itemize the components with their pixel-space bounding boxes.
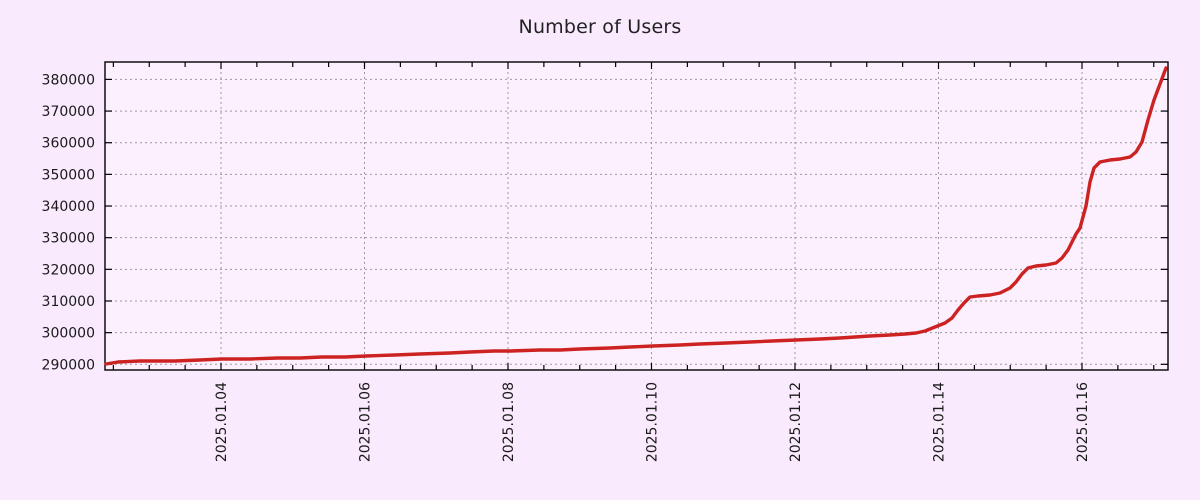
y-axis-tick-label: 300000 [42,326,95,342]
y-axis-tick-label: 370000 [42,104,95,120]
x-axis-tick-label: 2025.01.14 [932,382,948,462]
x-axis-tick-label: 2025.01.10 [645,382,661,462]
series-line-number-of-users [104,66,1168,366]
chart-title: Number of Users [518,16,682,38]
x-axis-tick-label: 2025.01.04 [214,382,230,462]
gridlines [105,62,1168,370]
x-axis-tick-label: 2025.01.06 [358,382,374,462]
y-axis-tick-label: 350000 [42,167,95,183]
y-axis-tick-label: 330000 [42,231,95,247]
x-axis-tick-labels: 2025.01.04 2025.01.06 2025.01.08 2025.01.10… [214,382,1091,462]
x-axis-tick-label: 2025.01.16 [1075,382,1091,462]
plot-background [105,62,1168,370]
x-axis-tick-label: 2025.01.08 [501,382,517,462]
y-axis-tick-label: 340000 [42,199,95,215]
y-axis-tick-label: 320000 [42,262,95,278]
axis-frame [104,61,1169,371]
data-series-line [104,66,1168,366]
y-axis-tick-labels: 290000 300000 310000 320000 330000 340000 3500… [42,72,95,373]
y-axis-tick-label: 360000 [42,136,95,152]
y-axis-tick-label: 380000 [42,72,95,88]
y-axis-tick-label: 310000 [42,294,95,310]
y-axis-tick-label: 290000 [42,357,95,373]
x-axis-tick-label: 2025.01.12 [788,382,804,462]
